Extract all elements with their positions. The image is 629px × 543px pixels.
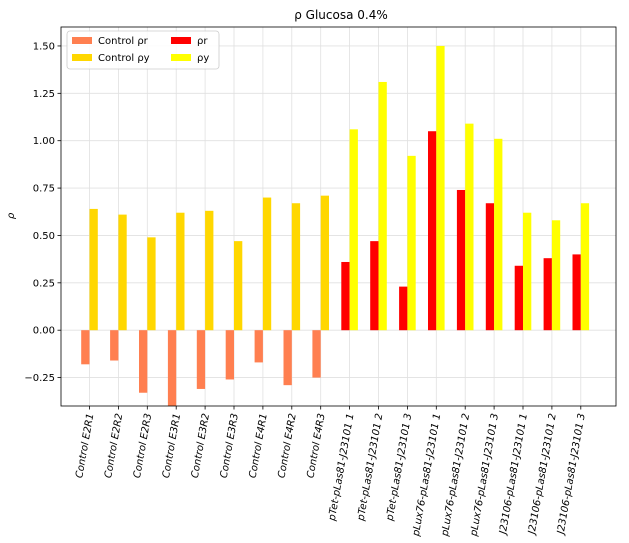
- chart-title: ρ Glucosa 0.4%: [294, 8, 388, 22]
- bar: [514, 265, 523, 331]
- bar: [225, 330, 234, 380]
- x-tick-label: pTet-pLas81-J23101 2: [356, 413, 386, 523]
- x-tick-label: Control E4R3: [305, 413, 327, 479]
- bar: [523, 212, 532, 331]
- plot-frame: [60, 26, 617, 407]
- x-tick-label: pTet-pLas81-J23101 1: [327, 413, 357, 523]
- bar: [378, 81, 387, 331]
- y-tick-label: 0.50: [33, 231, 55, 242]
- y-tick-label: 0.75: [33, 184, 55, 195]
- bar: [176, 212, 185, 331]
- y-tick-label: 0.00: [33, 326, 55, 337]
- bar: [312, 330, 321, 378]
- bar: [234, 241, 243, 331]
- x-tick-label: pTet-pLas81-J23101 3: [384, 413, 414, 523]
- bar: [370, 241, 379, 331]
- bar: [167, 330, 177, 406]
- bar: [465, 123, 474, 331]
- bars: [81, 45, 590, 406]
- x-tick-label: pLux76-pLas81-J23101 1: [411, 413, 444, 538]
- bar: [456, 189, 466, 331]
- legend-label: Control ρr: [98, 36, 149, 47]
- y-axis: −0.25 0.00 0.25 0.50 0.75 1.00 1.25 1.50: [24, 41, 61, 384]
- x-axis: Control E2R1 Control E2R2 Control E2R3 Cont…: [74, 406, 588, 538]
- x-tick-label: pLux76-pLas81-J23101 2: [440, 413, 473, 538]
- x-tick-label: J23106-pLas81-J23101 2: [526, 413, 558, 537]
- x-tick-label: Control E2R1: [74, 413, 96, 479]
- bar: [254, 330, 263, 363]
- y-tick-label: 0.25: [33, 278, 55, 289]
- y-axis-label: ρ: [6, 212, 17, 219]
- bar: [349, 129, 358, 331]
- bar: [543, 258, 552, 331]
- bar: [118, 214, 127, 331]
- bar: [399, 286, 408, 331]
- bar: [580, 203, 590, 331]
- bar: [494, 138, 503, 331]
- x-tick-label: J23106-pLas81-J23101 3: [555, 413, 587, 537]
- x-tick-label: J23106-pLas81-J23101 1: [498, 413, 530, 537]
- bar: [283, 330, 292, 386]
- legend-swatch: [171, 54, 191, 61]
- bar: [291, 203, 301, 331]
- x-tick-label: Control E3R3: [219, 413, 241, 479]
- legend-swatch: [72, 54, 92, 61]
- legend-label: ρr: [197, 36, 208, 47]
- y-tick-label: −0.25: [24, 373, 55, 384]
- x-tick-label: Control E2R3: [132, 413, 154, 479]
- bar: [436, 45, 445, 331]
- legend-swatch: [171, 37, 191, 44]
- x-tick-label: Control E2R2: [103, 413, 125, 479]
- bar: [139, 330, 148, 393]
- bar: [81, 330, 90, 365]
- bar: [196, 330, 206, 389]
- y-tick-label: 1.25: [33, 89, 55, 100]
- x-tick-label: Control E4R1: [248, 413, 270, 479]
- x-tick-label: pLux76-pLas81-J23101 3: [468, 413, 501, 538]
- bar: [205, 210, 214, 331]
- legend: Control ρr Control ρy ρr ρy: [66, 30, 220, 70]
- x-tick-label: Control E3R1: [161, 413, 183, 479]
- bar: [407, 155, 416, 331]
- bar: [110, 330, 119, 361]
- bar: [572, 254, 581, 331]
- legend-swatch: [72, 37, 92, 44]
- bar: [341, 261, 350, 331]
- bar: [147, 237, 156, 331]
- legend-label: ρy: [197, 53, 209, 64]
- legend-label: Control ρy: [98, 53, 150, 64]
- bar: [551, 220, 561, 331]
- y-tick-label: 1.00: [33, 136, 55, 147]
- bar: [428, 131, 437, 331]
- bar: [320, 195, 329, 331]
- bar: [262, 197, 272, 331]
- bar: [89, 208, 98, 331]
- x-tick-label: Control E3R2: [190, 413, 212, 479]
- y-tick-label: 1.50: [33, 41, 55, 52]
- x-tick-label: Control E4R2: [277, 413, 299, 479]
- bar: [485, 203, 495, 331]
